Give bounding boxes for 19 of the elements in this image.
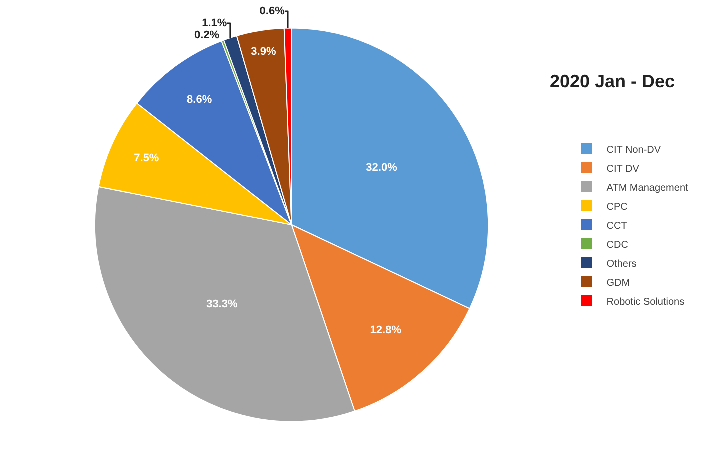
legend-label: CDC <box>606 240 628 251</box>
legend-label: Others <box>606 258 637 270</box>
data-label: 12.8% <box>370 324 402 337</box>
data-label: 7.5% <box>134 152 160 164</box>
data-label: 8.6% <box>187 94 212 106</box>
legend-label: Robotic Solutions <box>606 296 685 308</box>
legend-label: CPC <box>606 202 628 213</box>
data-label: 0.6% <box>260 5 286 18</box>
legend-label: CIT Non-DV <box>606 144 662 156</box>
data-label: 3.9% <box>251 46 276 58</box>
legend-label: ATM Management <box>606 182 689 194</box>
data-label: 33.3% <box>206 298 238 310</box>
data-label: 0.2% <box>194 29 220 42</box>
data-label: 32.0% <box>366 162 398 174</box>
legend-label: GDM <box>606 278 630 289</box>
legend-label: CIT DV <box>606 164 640 175</box>
text: 2020 Jan - Dec <box>550 71 676 92</box>
data-label: 1.1% <box>202 17 228 30</box>
legend-label: CCT <box>606 220 628 232</box>
